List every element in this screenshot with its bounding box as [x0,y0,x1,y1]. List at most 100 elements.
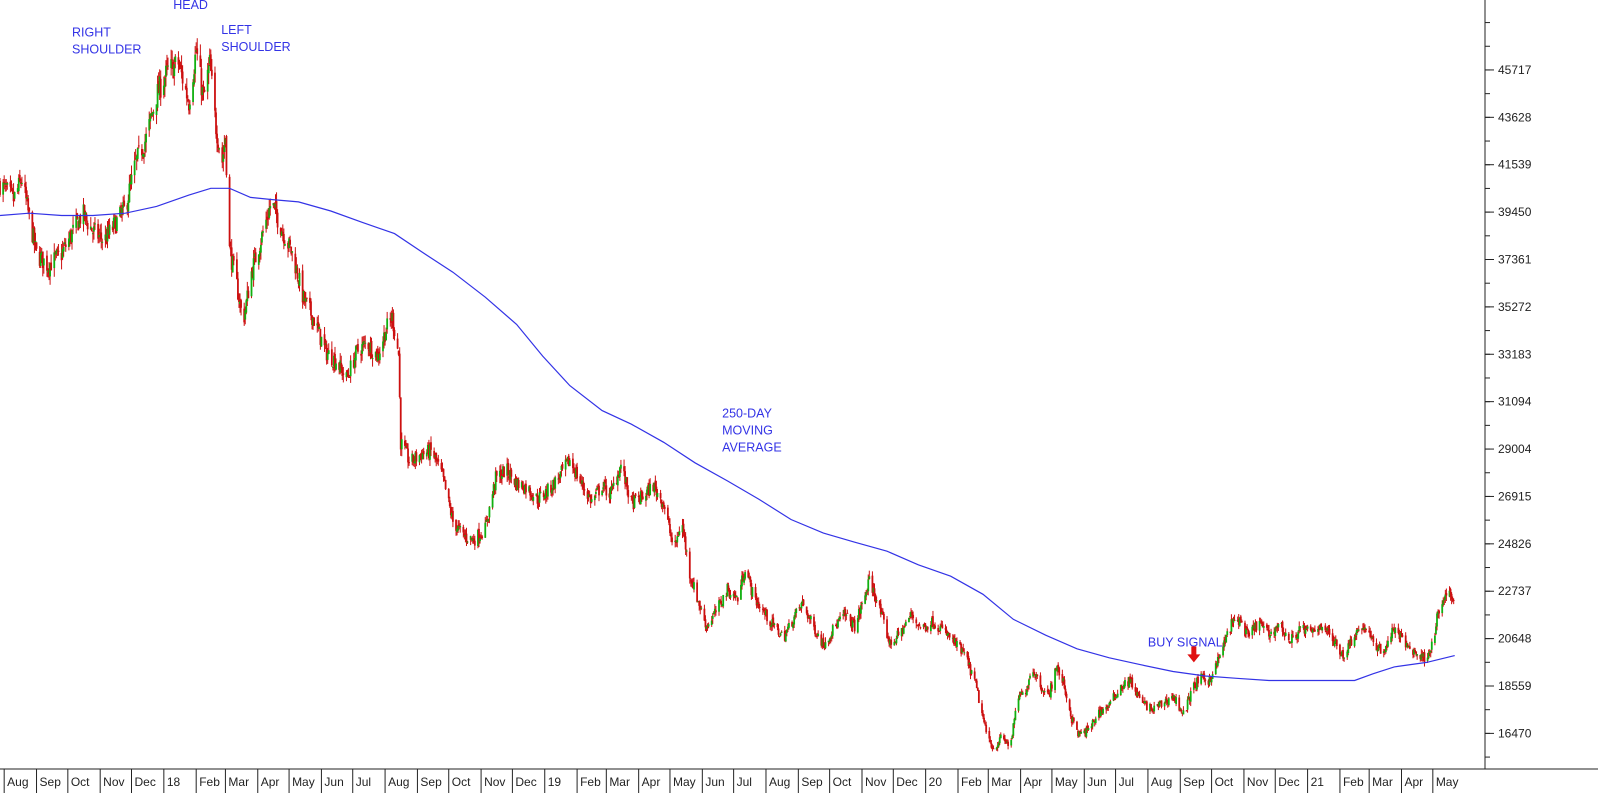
price-candle [1435,622,1437,636]
price-candle [757,597,760,609]
price-candle [1010,738,1013,748]
price-candle [685,549,688,557]
price-candle [1163,701,1166,711]
price-candle [742,571,744,582]
price-candle [1157,701,1160,711]
price-candle [268,199,271,220]
price-candle [1313,625,1316,632]
price-candle [542,490,545,501]
price-candle [1299,625,1302,633]
price-candle [1046,685,1049,695]
price-candle [1106,704,1109,711]
x-tick-label: Feb [961,775,982,789]
price-candle [654,475,657,492]
price-candle [319,328,322,350]
price-candle [865,589,868,601]
price-candle [575,464,577,479]
price-candle [1384,645,1387,654]
price-candle [1105,704,1108,714]
price-candle [663,504,666,515]
price-candle [1394,627,1397,638]
price-candle [357,338,359,354]
price-candle [368,342,371,357]
price-candle [798,604,801,611]
price-candle [732,591,735,601]
price-candle [1041,688,1044,692]
x-tick-label: Oct [452,775,471,789]
price-candle [488,506,491,524]
price-candle [257,254,260,270]
price-candle [551,487,553,498]
price-candle [693,577,695,593]
price-candle [851,616,854,633]
price-candle [725,592,728,601]
price-candle [363,335,366,348]
price-candle [1360,628,1363,635]
price-candle [466,540,469,544]
price-candle [581,476,584,490]
price-candle [692,578,694,589]
price-candle [779,632,782,637]
price-candle [861,601,863,610]
price-candle [608,487,611,504]
price-candle [330,341,333,367]
price-candle [961,646,964,655]
x-tick-label: Aug [769,775,790,789]
price-candle [984,720,987,726]
price-candle [864,591,867,605]
price-candle [250,267,253,299]
price-candle [50,254,53,271]
price-candle [946,630,949,640]
price-candle [1274,626,1277,642]
price-candle [933,624,935,630]
price-candle [464,529,467,543]
price-candle [973,667,976,681]
price-candle [312,316,314,330]
price-candle [620,459,622,473]
price-candle [413,456,416,467]
price-candle [1320,622,1323,631]
price-candle [998,734,1001,746]
x-tick-label: Nov [1247,775,1268,789]
price-candle [303,290,306,307]
price-candle [374,351,377,361]
price-candle [266,209,269,230]
price-candle [1003,733,1005,741]
price-candle [1217,654,1220,664]
price-candle [982,710,984,720]
price-candle [525,480,527,499]
price-candle [485,515,488,522]
price-candle [660,499,663,510]
x-tick-label: Oct [71,775,90,789]
price-candle [1437,609,1439,619]
price-candle [515,476,518,492]
price-candle [2,179,5,203]
price-candle [897,627,900,637]
price-candle [588,490,591,498]
annotations: HEAD RIGHT SHOULDER LEFT SHOULDER 250-DAY MOVI… [72,0,1223,663]
price-candle [875,596,878,604]
price-candle [520,480,523,490]
price-candle [598,483,600,502]
price-candle [1131,674,1134,690]
price-candle [1101,707,1103,715]
price-candle [517,477,520,493]
price-candle [1068,698,1071,712]
x-tick-label: Aug [7,775,28,789]
price-candle [383,325,385,349]
price-candle [0,178,1,197]
price-candle [1390,632,1392,645]
price-candle [1076,720,1078,730]
price-candle [129,173,132,191]
price-candle [777,624,780,637]
price-candle [276,209,279,235]
price-candle [47,268,49,278]
price-candle [1164,696,1167,704]
price-candle [1382,649,1385,658]
price-candle [872,583,875,597]
price-candle [274,194,277,214]
price-candle [90,227,93,232]
price-candle [988,727,991,743]
price-candle [1407,645,1410,648]
price-candle [816,632,819,639]
